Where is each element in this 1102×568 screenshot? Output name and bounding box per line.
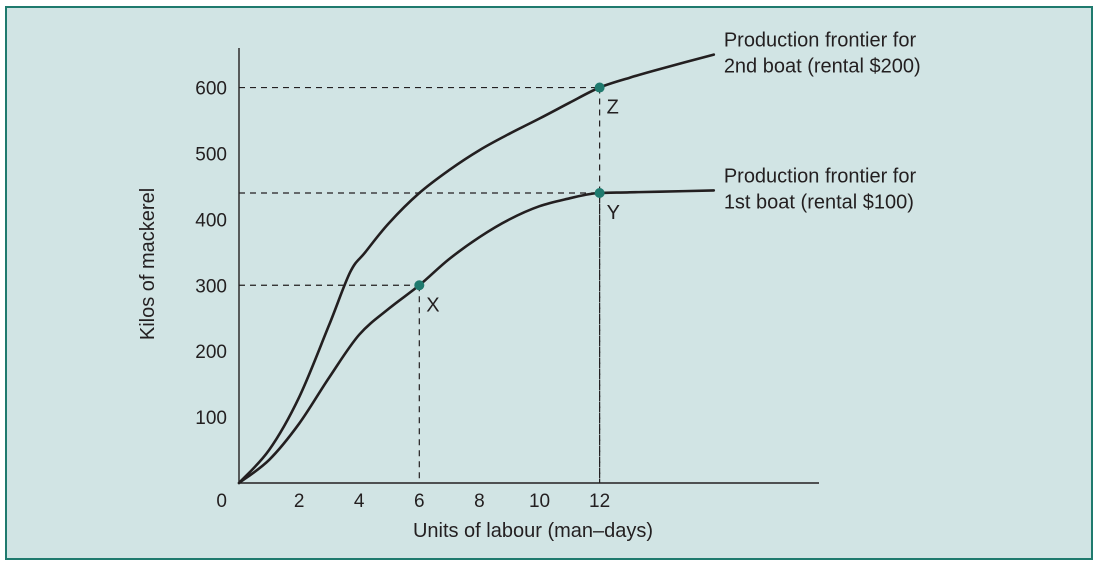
- y-tick-label: 500: [195, 144, 227, 165]
- x-axis-title: Units of labour (man–days): [413, 520, 653, 542]
- series-label-line: 1st boat (rental $100): [724, 191, 914, 213]
- y-tick-label: 400: [195, 210, 227, 231]
- series-label-line: Production frontier for: [724, 30, 917, 52]
- point-label-x: X: [426, 294, 439, 316]
- tick-labels: 100 200 300 400 500 600 0 2 4 6 8 10 12: [195, 79, 610, 512]
- series-label-line: 2nd boat (rental $200): [724, 56, 921, 78]
- production-frontier-chart: 100 200 300 400 500 600 0 2 4 6 8 10 12 X Y Z Units of…: [137, 30, 921, 542]
- curve-2: [237, 53, 716, 485]
- x-tick-label: 6: [414, 491, 425, 512]
- series-label-line: Production frontier for: [724, 165, 917, 187]
- y-tick-label: 300: [195, 276, 227, 297]
- point-label-z: Z: [607, 97, 619, 119]
- point-x: [414, 280, 425, 291]
- x-tick-label: 10: [529, 491, 550, 512]
- labels: Units of labour (man–days) Kilos of mack…: [137, 30, 921, 542]
- curve-1: [237, 189, 716, 485]
- x-tick-label: 8: [474, 491, 485, 512]
- x-tick-label: 2: [294, 491, 305, 512]
- point-label-y: Y: [607, 202, 620, 224]
- series-label-1: Production frontier for 1st boat (rental …: [724, 165, 917, 213]
- point-z: [594, 82, 605, 93]
- y-axis-title: Kilos of mackerel: [137, 188, 159, 340]
- x-tick-label: 4: [354, 491, 365, 512]
- x-tick-label: 0: [216, 491, 227, 512]
- y-tick-label: 100: [195, 408, 227, 429]
- x-tick-label: 12: [589, 491, 610, 512]
- y-tick-label: 200: [195, 342, 227, 363]
- point-y: [594, 188, 605, 198]
- chart-frame: 100 200 300 400 500 600 0 2 4 6 8 10 12 X Y Z Units of…: [5, 6, 1093, 560]
- series-label-2: Production frontier for 2nd boat (rental …: [724, 30, 921, 78]
- points: X Y Z: [414, 82, 620, 316]
- y-tick-label: 600: [195, 79, 227, 100]
- axes: [238, 48, 819, 484]
- curves: [237, 53, 716, 485]
